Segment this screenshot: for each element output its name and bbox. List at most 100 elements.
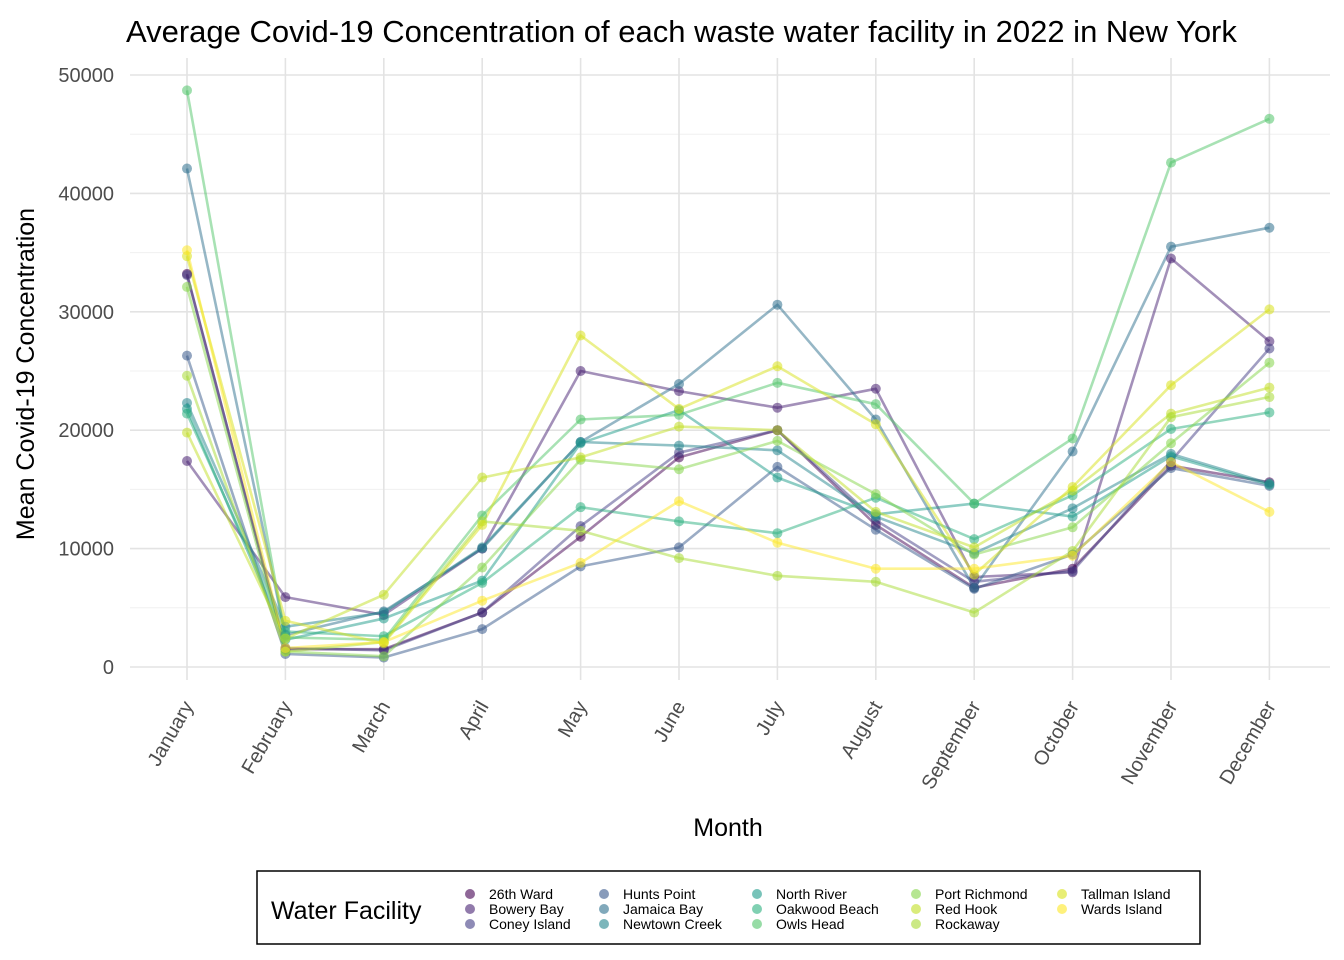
y-tick-label: 20000 <box>58 420 114 442</box>
data-point <box>575 366 586 376</box>
legend-swatch <box>1057 889 1067 899</box>
data-point <box>1264 222 1275 233</box>
legend-item: Oakwood Beach <box>752 901 879 917</box>
data-point <box>378 637 389 648</box>
legend-item: Jamaica Bay <box>599 901 703 917</box>
data-point <box>477 519 488 530</box>
data-point <box>182 163 192 174</box>
data-point <box>1067 511 1078 522</box>
y-tick-label: 10000 <box>58 539 114 561</box>
data-point <box>674 496 684 507</box>
data-point <box>1166 380 1176 391</box>
series-line <box>185 255 1271 645</box>
x-tick-label: August <box>837 697 887 762</box>
data-point <box>1067 482 1078 493</box>
data-point <box>1264 357 1275 368</box>
data-point <box>1264 479 1275 490</box>
data-point <box>674 379 684 390</box>
data-point <box>674 516 684 527</box>
data-point <box>182 245 192 256</box>
legend-item: Newtown Creek <box>599 916 723 932</box>
legend-item: Coney Island <box>465 916 571 932</box>
data-point <box>772 461 783 472</box>
data-point <box>1166 424 1176 435</box>
data-point <box>674 403 684 414</box>
legend-swatch <box>911 904 921 914</box>
series-line <box>185 90 1270 642</box>
data-point <box>1067 566 1078 577</box>
data-point <box>1264 407 1275 418</box>
data-point <box>1264 113 1275 124</box>
data-point <box>477 624 488 635</box>
legend-swatch <box>599 889 609 899</box>
data-point <box>477 472 488 483</box>
data-point <box>477 562 488 573</box>
legend-swatch <box>465 904 475 914</box>
data-point <box>1067 503 1078 514</box>
data-point <box>575 414 586 425</box>
legend-label: North River <box>776 886 847 902</box>
legend-swatch <box>911 919 921 929</box>
legend-item: North River <box>752 886 847 902</box>
data-point <box>870 506 881 517</box>
legend-label: Tallman Island <box>1081 886 1171 902</box>
legend-swatch <box>599 904 609 914</box>
data-point <box>378 613 389 624</box>
legend-label: Red Hook <box>935 901 998 917</box>
y-tick-label: 30000 <box>58 302 114 324</box>
x-tick-label: May <box>554 698 592 742</box>
data-point <box>575 525 586 536</box>
data-point <box>870 563 881 574</box>
data-point <box>969 549 980 560</box>
legend-item: 26th Ward <box>465 886 553 902</box>
legend-label: Bowery Bay <box>489 901 564 917</box>
legend-item: Bowery Bay <box>465 901 564 917</box>
legend-title: Water Facility <box>271 897 422 925</box>
y-tick-label: 40000 <box>58 183 114 205</box>
data-point <box>772 528 783 539</box>
data-point <box>772 537 783 548</box>
data-point <box>1264 304 1275 315</box>
x-tick-label: December <box>1216 697 1281 788</box>
data-point <box>870 419 881 430</box>
series-line <box>185 402 1270 628</box>
data-point <box>969 582 980 593</box>
data-point <box>674 464 684 475</box>
data-point <box>1166 241 1176 252</box>
data-point <box>1166 253 1176 264</box>
data-point <box>1264 343 1275 354</box>
legend-label: Newtown Creek <box>623 916 723 932</box>
data-point <box>477 607 488 618</box>
legend-swatch <box>1057 904 1067 914</box>
data-point <box>477 595 488 606</box>
data-point <box>1264 336 1275 347</box>
data-point <box>674 421 684 432</box>
data-point <box>969 498 980 509</box>
series-line <box>185 408 1270 642</box>
legend-swatch <box>465 889 475 899</box>
legend-label: Oakwood Beach <box>776 901 879 917</box>
series-line <box>185 411 1270 638</box>
data-point <box>575 452 586 463</box>
legend-swatch <box>599 919 609 929</box>
data-point <box>1067 446 1078 457</box>
data-point <box>1166 457 1176 468</box>
data-point <box>477 577 488 588</box>
x-tick-label: March <box>348 698 395 757</box>
series-line <box>185 274 1271 652</box>
x-tick-label: June <box>650 698 691 747</box>
data-point <box>870 399 881 410</box>
x-tick-label: February <box>238 698 297 778</box>
legend-label: Port Richmond <box>935 886 1028 902</box>
x-tick-label: September <box>918 697 986 793</box>
data-point <box>870 576 881 587</box>
legend-item: Port Richmond <box>911 886 1028 902</box>
x-tick-label: July <box>752 698 789 740</box>
legend-swatch <box>911 889 921 899</box>
data-point <box>1166 438 1176 449</box>
data-point <box>772 435 783 446</box>
data-point <box>1067 433 1078 444</box>
x-tick-label: November <box>1117 697 1182 788</box>
